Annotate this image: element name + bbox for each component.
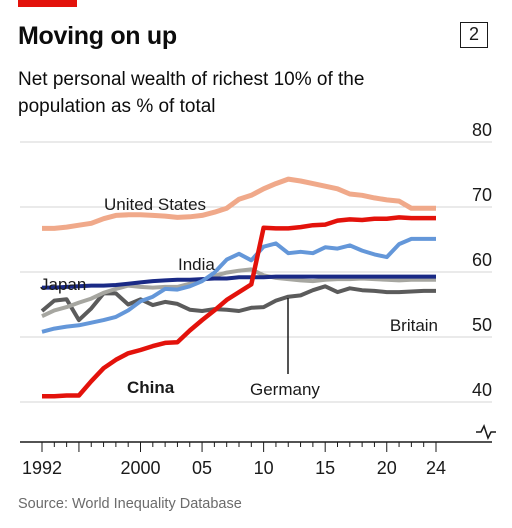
y-tick-label: 70 xyxy=(472,185,492,205)
chart-number-badge: 2 xyxy=(460,22,488,48)
chart-subtitle: Net personal wealth of richest 10% of th… xyxy=(18,69,365,117)
chart-source: Source: World Inequality Database xyxy=(18,496,242,512)
x-tick-label: 10 xyxy=(254,458,274,478)
series-label-britain: Britain xyxy=(390,316,438,335)
page-title: Moving on up xyxy=(18,22,177,50)
x-tick-label: 2000 xyxy=(120,458,160,478)
y-tick-label: 60 xyxy=(472,250,492,270)
series-label-japan: Japan xyxy=(40,275,86,294)
y-tick-label: 40 xyxy=(472,380,492,400)
series-label-germany: Germany xyxy=(250,380,320,399)
series-line-germany xyxy=(41,267,436,319)
x-tick-label: 05 xyxy=(192,458,212,478)
series-line-china xyxy=(42,215,436,399)
series-label-united-states: United States xyxy=(104,195,206,214)
y-tick-label: 50 xyxy=(472,315,492,335)
x-tick-label: 20 xyxy=(377,458,397,478)
series-line-united-states xyxy=(42,176,436,231)
series-line-japan xyxy=(42,274,436,290)
x-tick-label: 15 xyxy=(315,458,335,478)
series-label-india: India xyxy=(178,255,215,274)
x-tick-label: 24 xyxy=(426,458,446,478)
brand-tag xyxy=(18,0,77,7)
series-line-india xyxy=(41,236,436,334)
series-label-china: China xyxy=(127,378,175,397)
axis-break-icon xyxy=(476,424,496,440)
y-tick-label: 80 xyxy=(472,120,492,140)
x-tick-label: 1992 xyxy=(22,458,62,478)
